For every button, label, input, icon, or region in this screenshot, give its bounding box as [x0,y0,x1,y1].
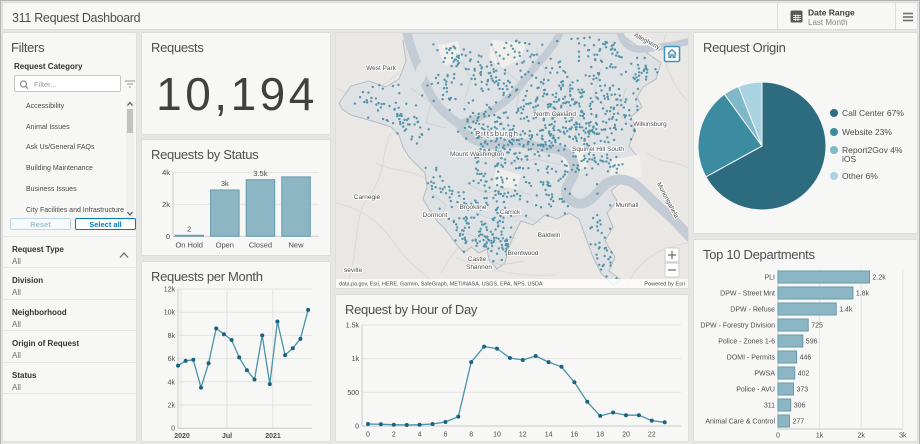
svg-text:Squirrel Hill South: Squirrel Hill South [572,146,624,153]
svg-text:0: 0 [355,424,359,431]
svg-text:Wilkinsburg: Wilkinsburg [633,121,667,128]
svg-text:Munhall: Munhall [616,202,639,209]
svg-text:North Oakland: North Oakland [534,111,576,118]
svg-text:725: 725 [811,323,823,330]
svg-text:3k: 3k [221,179,229,188]
svg-text:2k: 2k [857,433,865,440]
svg-text:306: 306 [794,403,806,410]
svg-text:seville: seville [344,267,362,274]
svg-text:373: 373 [797,387,809,394]
svg-text:Website 23%: Website 23% [842,127,892,137]
svg-text:2.2k: 2.2k [873,275,887,282]
svg-text:2: 2 [187,225,191,234]
svg-text:3k: 3k [899,433,907,440]
svg-text:Brentwood: Brentwood [507,250,538,257]
svg-text:2: 2 [392,432,396,439]
svg-text:Castle: Castle [468,256,487,263]
svg-text:Powered by Esri: Powered by Esri [644,282,685,288]
svg-text:Animal Care & Control: Animal Care & Control [705,419,775,426]
svg-text:18: 18 [596,432,604,439]
svg-text:1k: 1k [816,433,824,440]
svg-text:Open: Open [216,241,234,250]
svg-text:2020: 2020 [174,433,190,440]
svg-text:402: 402 [798,371,810,378]
svg-text:Filter...: Filter... [34,80,57,89]
svg-text:596: 596 [806,339,818,346]
svg-text:Mount Washington: Mount Washington [450,151,504,158]
svg-text:1.5k: 1.5k [346,323,360,330]
svg-text:1.4k: 1.4k [839,307,853,314]
svg-text:DPW - Street Mnt: DPW - Street Mnt [720,291,775,298]
svg-text:277: 277 [793,419,805,426]
svg-text:Last Month: Last Month [808,18,848,27]
svg-text:PLI: PLI [764,275,775,282]
svg-text:iOS: iOS [842,154,857,164]
svg-text:6k: 6k [168,356,176,363]
svg-text:12k: 12k [164,287,176,294]
svg-text:Jul: Jul [222,433,232,440]
svg-text:New: New [288,241,304,250]
svg-text:Police - Zones 1-6: Police - Zones 1-6 [718,339,775,346]
svg-text:12: 12 [519,432,527,439]
svg-text:22: 22 [648,432,656,439]
svg-text:4k: 4k [168,379,176,386]
svg-text:1k: 1k [352,356,360,363]
svg-text:Police - AVU: Police - AVU [736,387,775,394]
svg-text:1.8k: 1.8k [856,291,870,298]
svg-text:446: 446 [800,355,812,362]
svg-text:Other 6%: Other 6% [842,171,878,181]
svg-text:2k: 2k [162,200,170,209]
svg-text:16: 16 [571,432,579,439]
svg-text:0: 0 [366,432,370,439]
svg-text:data.pa.gov, Esri, HERE, Garmi: data.pa.gov, Esri, HERE, Garmin, SafeGra… [339,282,543,288]
svg-text:6: 6 [443,432,447,439]
svg-text:Dormont: Dormont [423,212,448,219]
svg-text:10: 10 [493,432,501,439]
svg-text:Shannon: Shannon [466,264,492,271]
svg-text:4: 4 [418,432,422,439]
svg-text:Call Center 67%: Call Center 67% [842,108,904,118]
svg-text:Pittsburgh: Pittsburgh [475,129,519,138]
svg-text:0: 0 [171,426,175,433]
svg-text:0: 0 [166,232,170,241]
svg-text:20: 20 [622,432,630,439]
svg-text:3.5k: 3.5k [253,169,267,178]
svg-text:4k: 4k [162,168,170,177]
svg-text:West Park: West Park [366,65,397,72]
svg-text:311: 311 [764,403,775,410]
svg-text:2021: 2021 [265,433,281,440]
svg-text:10k: 10k [164,310,176,317]
svg-text:0: 0 [776,433,780,440]
svg-text:On Hold: On Hold [175,241,203,250]
svg-text:PWSA: PWSA [754,371,775,378]
svg-text:DPW - Forestry Division: DPW - Forestry Division [700,323,775,330]
svg-text:Carrick: Carrick [500,209,521,216]
svg-text:Report2Gov 4%: Report2Gov 4% [842,145,903,155]
svg-text:Closed: Closed [249,241,272,250]
svg-text:Date Range: Date Range [808,8,855,18]
svg-text:14: 14 [545,432,553,439]
svg-text:Brookline: Brookline [459,204,486,211]
svg-text:8k: 8k [168,333,176,340]
svg-text:8: 8 [469,432,473,439]
svg-text:DOMI - Permits: DOMI - Permits [727,355,776,362]
svg-text:500: 500 [347,390,359,397]
svg-text:DPW - Refuse: DPW - Refuse [730,307,775,314]
svg-text:2k: 2k [168,403,176,410]
svg-text:Baldwin: Baldwin [538,232,561,239]
svg-text:Carnegie: Carnegie [354,194,381,201]
